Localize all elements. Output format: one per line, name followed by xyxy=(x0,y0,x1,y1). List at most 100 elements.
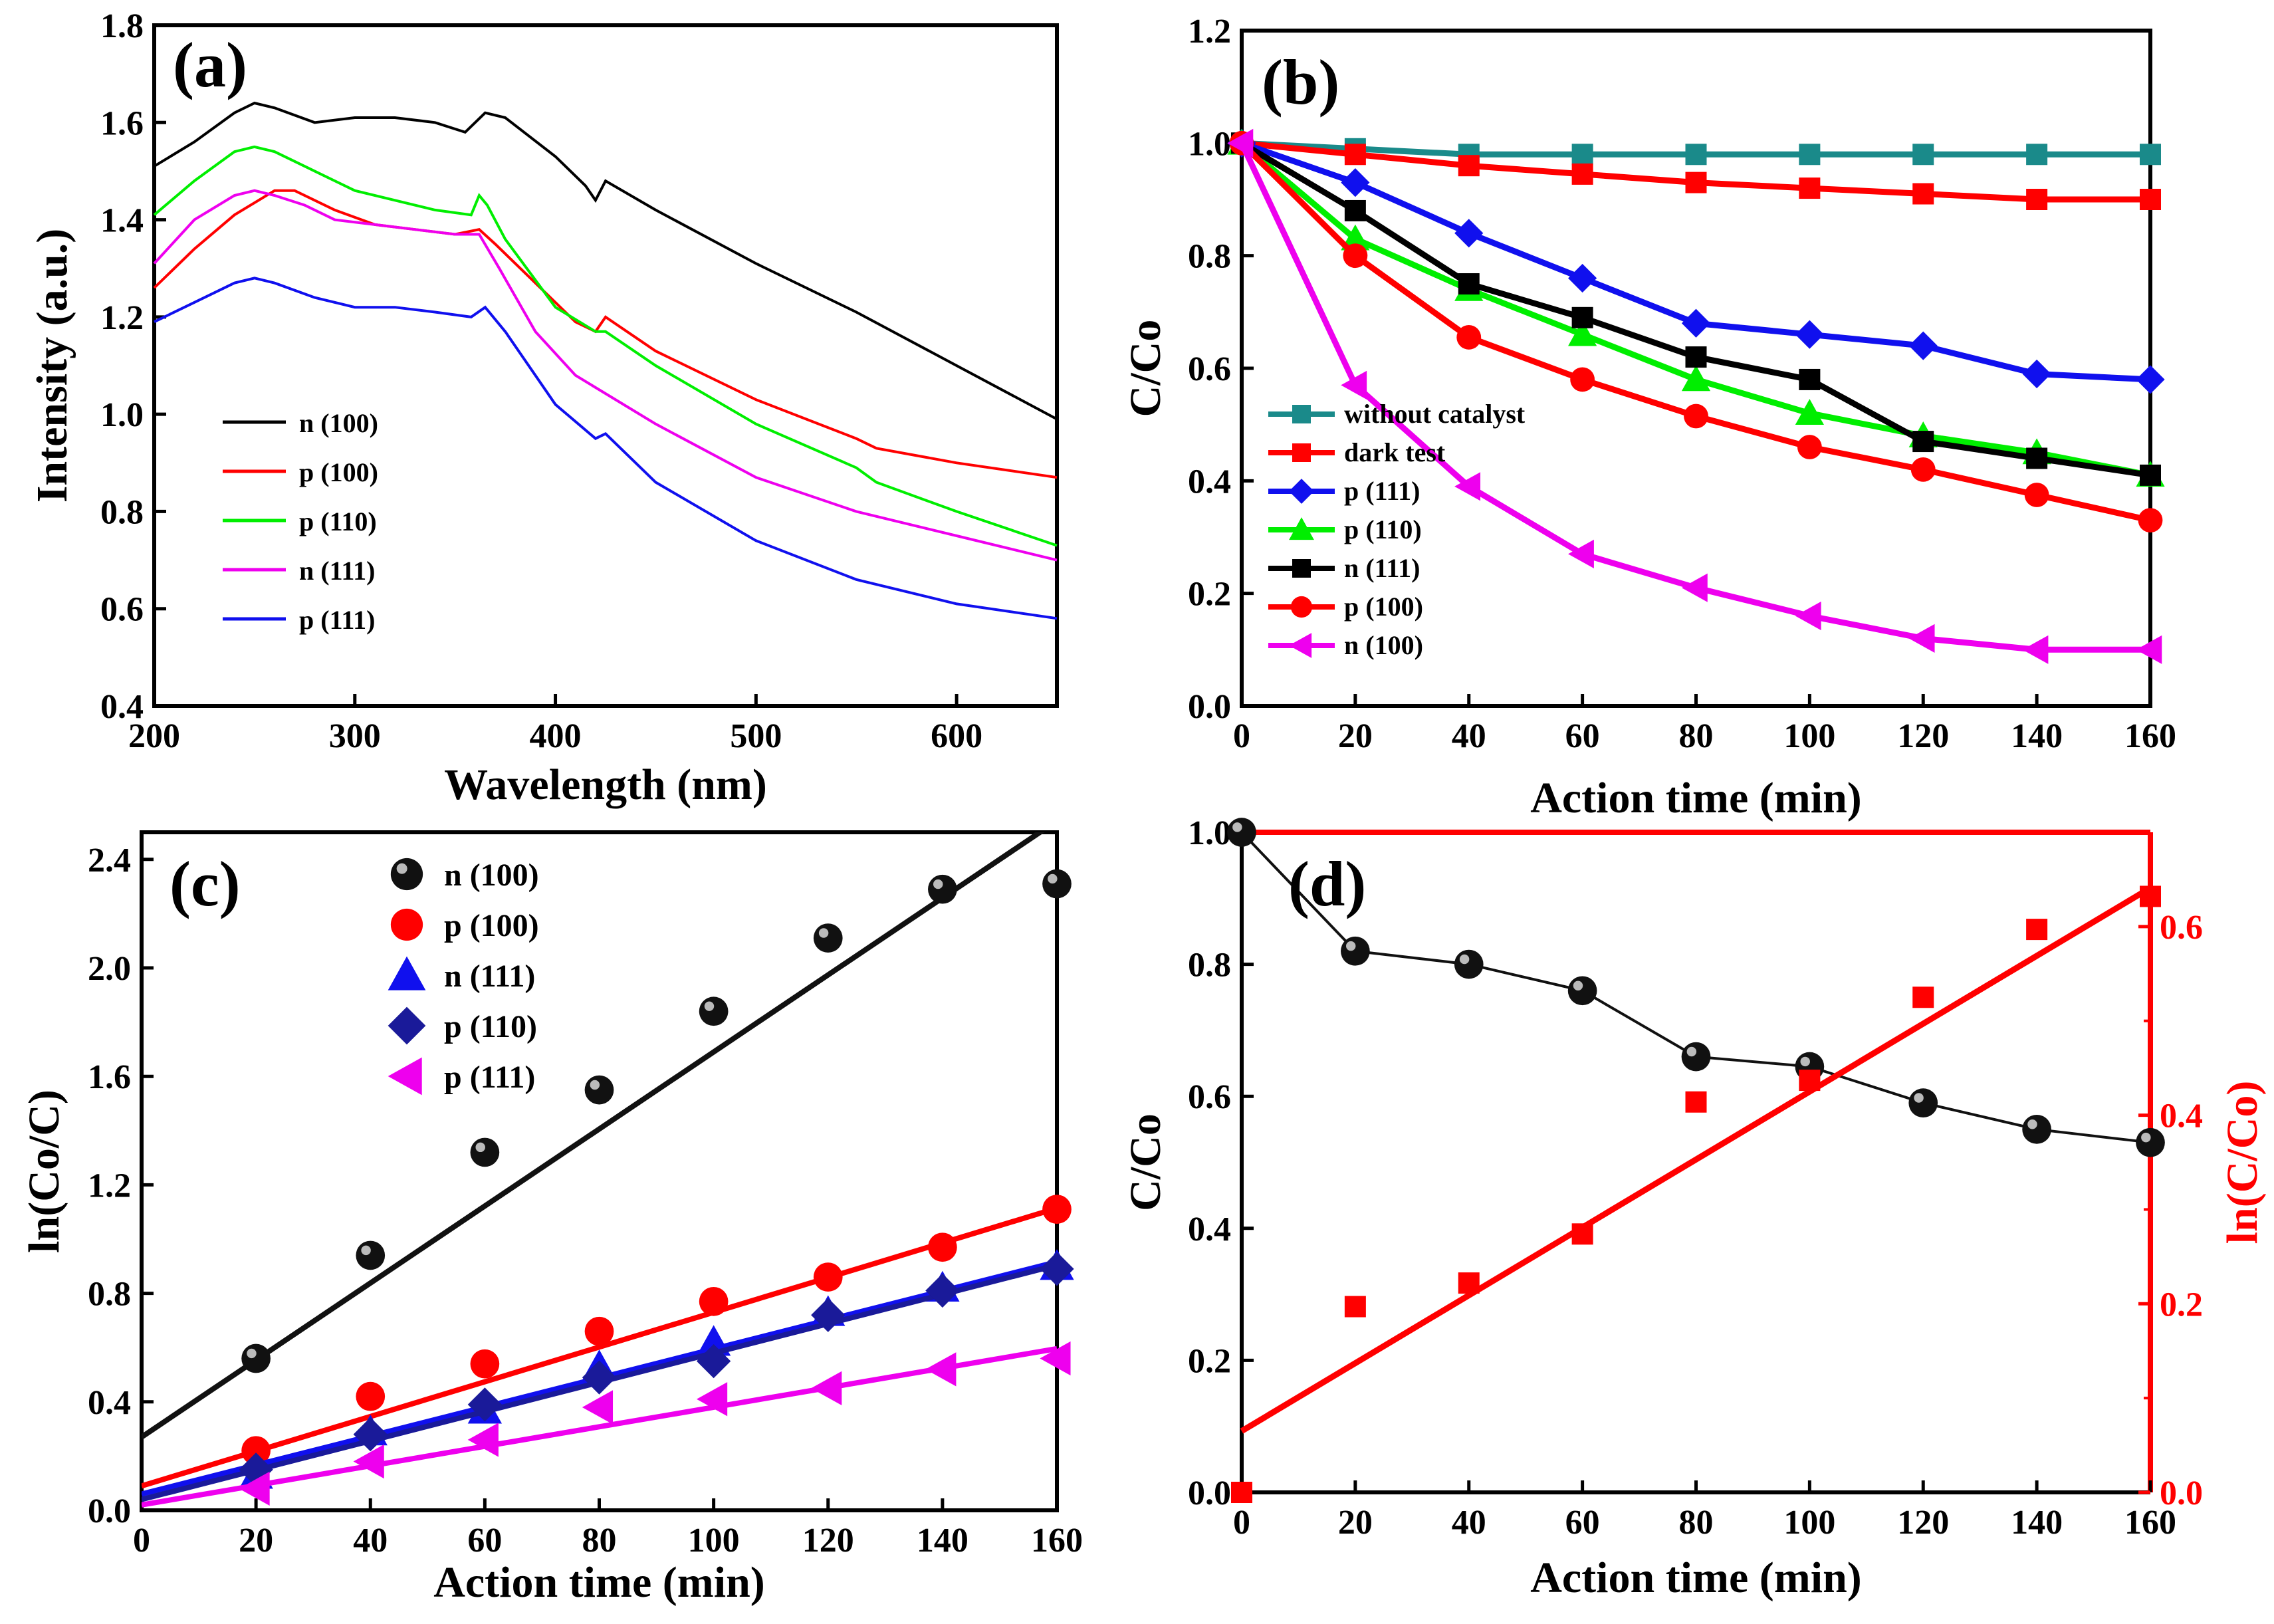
data-point xyxy=(1681,1042,1711,1072)
data-point-highlight xyxy=(2027,1119,2037,1129)
data-point xyxy=(584,1075,614,1105)
legend-label: n (100) xyxy=(299,408,378,438)
data-point xyxy=(2136,1127,2165,1157)
y-right-tick-label: 0.2 xyxy=(2160,1286,2203,1324)
series-line-p-100 xyxy=(153,189,1058,479)
legend-label: n (100) xyxy=(444,858,539,893)
x-tick-label: 400 xyxy=(530,717,582,755)
y-axis-label: ln(Co/C) xyxy=(20,1090,68,1253)
data-point-highlight xyxy=(361,1245,371,1256)
data-point xyxy=(1341,168,1370,197)
y-tick-label: 0.4 xyxy=(1188,1211,1231,1248)
series-p-100 xyxy=(1229,130,2163,532)
data-point xyxy=(241,1436,271,1466)
x-axis-label: Action time (min) xyxy=(433,1558,765,1607)
legend-marker-p-111 xyxy=(388,1057,422,1096)
data-point xyxy=(696,1343,731,1379)
fit-line-p-111 xyxy=(142,1345,1057,1508)
legend-marker-p-110 xyxy=(1289,517,1314,540)
x-tick-label: 500 xyxy=(730,717,782,755)
panel-letter: (a) xyxy=(173,29,247,100)
legend-label: n (111) xyxy=(1344,553,1420,583)
data-point xyxy=(1797,435,1822,459)
data-point-body xyxy=(2022,1115,2051,1144)
legend-marker-n-100-body xyxy=(390,858,423,891)
y-tick-label: 1.8 xyxy=(100,7,144,45)
data-point xyxy=(2140,464,2161,486)
data-point xyxy=(1454,219,1484,248)
data-point-body xyxy=(1454,949,1484,979)
data-point xyxy=(1684,404,1708,429)
data-point-highlight xyxy=(1459,954,1470,965)
x-tick-label: 140 xyxy=(2011,1504,2063,1542)
data-point xyxy=(1571,163,1593,185)
data-point xyxy=(239,1471,270,1506)
y-tick-label: 0.0 xyxy=(1188,1474,1231,1512)
series-p-111 xyxy=(142,1341,1071,1508)
data-point xyxy=(1912,986,1934,1008)
data-point-highlight xyxy=(1346,941,1356,951)
legend-marker-without-catalyst xyxy=(1292,405,1311,423)
y-tick-label: 0.4 xyxy=(88,1384,131,1422)
y-tick-label: 2.4 xyxy=(88,842,131,879)
series-n-100 xyxy=(142,832,1072,1440)
legend-label: p (111) xyxy=(299,605,375,635)
data-point-highlight xyxy=(590,1080,600,1090)
legend-label: p (110) xyxy=(444,1009,537,1044)
data-point-body xyxy=(584,1075,614,1105)
x-tick-label: 120 xyxy=(802,1522,854,1560)
y-tick-label: 0.0 xyxy=(1188,688,1231,726)
y-tick-label: 0.8 xyxy=(1188,238,1231,276)
legend-label: p (100) xyxy=(299,457,378,487)
data-point xyxy=(1912,431,1934,453)
data-point xyxy=(1458,155,1480,177)
data-point xyxy=(2140,144,2161,166)
data-point-body xyxy=(1227,818,1256,847)
data-point xyxy=(1040,1341,1071,1376)
data-point xyxy=(1908,624,1935,653)
legend-label: without catalyst xyxy=(1344,399,1526,429)
series-line-n-100 xyxy=(153,101,1058,421)
data-point-body xyxy=(1908,1088,1938,1117)
x-tick-label: 100 xyxy=(1783,717,1835,755)
x-axis-label: Action time (min) xyxy=(1530,1554,1862,1602)
data-point-body xyxy=(1567,976,1597,1006)
x-tick-label: 40 xyxy=(353,1522,388,1560)
data-point xyxy=(1799,368,1821,390)
data-point-body xyxy=(241,1343,271,1373)
y-tick-label: 0.6 xyxy=(1188,1078,1231,1116)
data-point xyxy=(1685,1091,1707,1113)
data-point xyxy=(811,1298,846,1332)
data-point-body xyxy=(1681,1042,1711,1072)
data-point-body xyxy=(470,1137,500,1167)
data-point-body xyxy=(699,996,729,1026)
data-point xyxy=(2136,635,2162,664)
legend-label: p (110) xyxy=(299,507,377,536)
data-point-highlight xyxy=(1048,873,1058,884)
y-tick-label: 0.8 xyxy=(1188,947,1231,985)
data-point xyxy=(1912,183,1934,205)
x-tick-label: 60 xyxy=(467,1522,502,1560)
data-point xyxy=(1458,273,1480,294)
data-point xyxy=(1227,128,1254,158)
data-point-highlight xyxy=(933,879,943,889)
data-point xyxy=(813,923,843,953)
data-point-highlight xyxy=(475,1142,485,1153)
data-point xyxy=(1681,573,1708,602)
x-tick-label: 80 xyxy=(1679,1504,1714,1542)
panel-d: 0 20 40 60 80 100 120 140 1600.00.20.40.60.81.00… xyxy=(1121,814,2267,1602)
x-tick-label: 20 xyxy=(239,1522,273,1560)
legend-marker-n-100 xyxy=(1289,633,1312,658)
data-point xyxy=(2026,144,2048,166)
data-point xyxy=(699,996,729,1026)
y-tick-label: 0.8 xyxy=(100,493,144,531)
data-point xyxy=(584,1316,614,1346)
x-tick-label: 160 xyxy=(2124,1504,2176,1542)
x-tick-label: 20 xyxy=(1338,717,1373,755)
data-point xyxy=(928,1232,957,1262)
x-tick-label: 160 xyxy=(1031,1522,1083,1560)
data-point xyxy=(467,1387,503,1422)
panel-c: 0 20 40 60 80 100 120 140 160 0.0 0.4 0.8 1.2 1.6 2.0 2… xyxy=(20,830,1083,1607)
x-tick-label: 40 xyxy=(1452,1504,1486,1542)
data-point xyxy=(1570,367,1595,392)
